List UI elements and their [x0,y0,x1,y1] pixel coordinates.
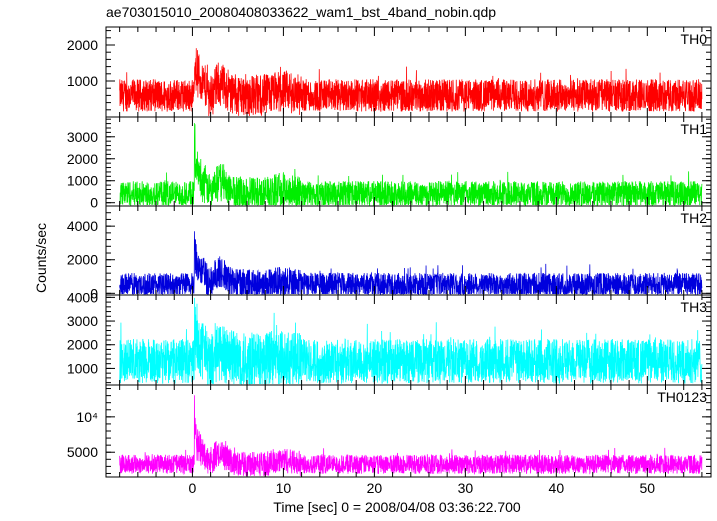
y-tick-label: 3000 [67,129,98,145]
panel-th1: TH1 0 1000 2000 3000 [67,116,712,211]
y-axis-label: Counts/sec [33,223,49,293]
panel-label-th0123: TH0123 [657,389,707,405]
x-tick-label: 20 [367,480,383,496]
x-axis-label: Time [sec] 0 = 2008/04/08 03:36:22.700 [273,499,521,515]
series-th0-line [119,48,703,117]
y-tick-label: 2000 [67,151,98,167]
y-tick-label: 2000 [67,37,98,53]
panel-th3: TH3 1000 2000 3000 4000 [67,289,712,386]
panel-label-th3: TH3 [681,299,708,315]
panel-label-th1: TH1 [681,121,708,137]
x-tick-label: 30 [458,480,474,496]
y-tick-label: 10⁴ [76,409,98,425]
x-tick-label: 0 [189,480,197,496]
y-tick-label: 4000 [67,218,98,234]
y-tick-label: 1000 [67,173,98,189]
y-tick-label: 5000 [67,444,98,460]
y-tick-label: 1000 [67,73,98,89]
panel-th0123: TH0123 5000 10⁴ 0 10 20 30 40 50 [67,384,712,496]
y-tick-label: 2000 [67,337,98,353]
series-th3-line [119,297,703,385]
series-th0123-line [119,395,703,477]
y-tick-label: 2000 [67,252,98,268]
x-tick-label: 40 [549,480,565,496]
series-th1-line [119,123,703,207]
y-tick-label: 0 [90,285,98,301]
y-tick-label: 0 [90,195,98,211]
panel-th2: TH2 0 2000 4000 [67,205,712,301]
panels-group: TH010002000TH10100020003000TH2020004000T… [67,26,712,496]
y-tick-label: 4000 [67,289,98,305]
y-tick-label: 1000 [67,360,98,376]
panel-label-th0: TH0 [681,31,708,47]
chart-title: ae703015010_20080408033622_wam1_bst_4ban… [106,4,496,20]
series-th2-line [119,231,703,296]
panel-th0: TH0 1000 2000 [67,26,712,118]
x-tick-label: 50 [640,480,656,496]
y-tick-label: 3000 [67,313,98,329]
panel-label-th2: TH2 [681,210,708,226]
x-tick-label: 10 [276,480,292,496]
